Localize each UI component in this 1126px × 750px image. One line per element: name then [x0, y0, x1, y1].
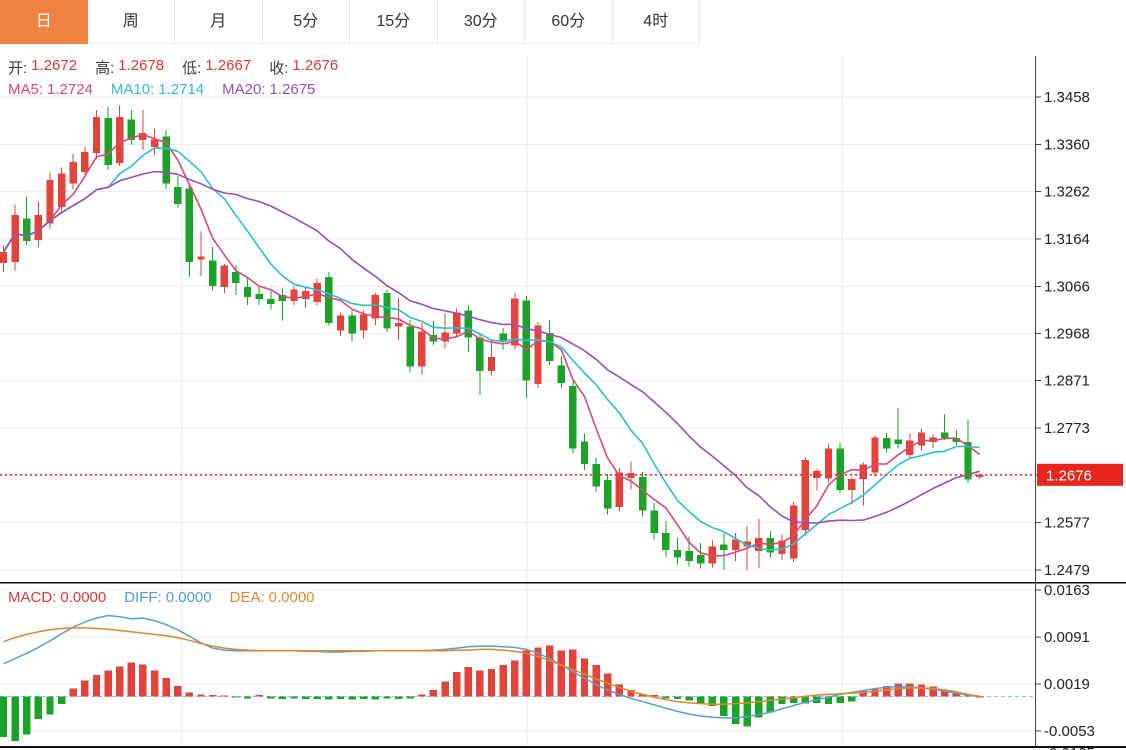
gridlines: [0, 56, 1035, 746]
axis-label: 1.3458: [1044, 89, 1090, 106]
axis-label: -0.0053: [1044, 723, 1095, 740]
dea-value: DEA: 0.0000: [229, 589, 315, 606]
axis-label-clipped: -0.0125: [1044, 745, 1095, 750]
axis-label: 1.3066: [1044, 278, 1090, 295]
tab-30min[interactable]: 30分: [437, 0, 525, 44]
ma10-line: [2, 147, 980, 551]
axis-label: 1.3164: [1044, 231, 1090, 248]
ma5-line: [2, 133, 981, 557]
macd-legend: MACD: 0.0000 DIFF: 0.0000 DEA: 0.0000: [8, 589, 315, 606]
macd-value: MACD: 0.0000: [8, 589, 107, 606]
ma10-value: MA10: 1.2714: [110, 81, 205, 98]
macd-pane: [0, 614, 1035, 741]
tab-5min[interactable]: 5分: [262, 0, 350, 44]
ma20-value: MA20: 1.2675: [222, 81, 316, 98]
last-price-tag-label: 1.2676: [1046, 467, 1092, 484]
tab-month[interactable]: 月: [175, 0, 263, 44]
k-pane: [0, 105, 1035, 571]
ma20-line: [2, 170, 980, 524]
axis-label: 1.2871: [1044, 373, 1090, 390]
low-value: 低: 1.2667: [182, 57, 252, 77]
open-value: 开: 1.2672: [8, 57, 78, 77]
tab-60min[interactable]: 60分: [525, 0, 613, 44]
close-value: 收: 1.2676: [269, 57, 339, 77]
axis-label: 1.2479: [1044, 562, 1090, 579]
ma-legend: MA5: 1.2724 MA10: 1.2714 MA20: 1.2675: [8, 81, 315, 98]
tab-4hour[interactable]: 4时: [612, 0, 700, 44]
last-price-tag: [1037, 463, 1123, 486]
axis-label: 0.0163: [1044, 582, 1090, 599]
ohlc-legend: 开: 1.2672 高: 1.2678 低: 1.2667 收: 1.2676: [8, 57, 338, 78]
timeframe-tabbar: 日 周 月 5分 15分 30分 60分 4时: [0, 0, 700, 44]
axis-label: 0.0091: [1044, 629, 1090, 646]
axis-label: 1.2773: [1044, 420, 1090, 437]
ma5-value: MA5: 1.2724: [8, 81, 93, 98]
tab-15min[interactable]: 15分: [350, 0, 438, 44]
axis-label: 1.3262: [1044, 184, 1090, 201]
tab-day[interactable]: 日: [0, 0, 88, 44]
axes: 1.3458 1.3360 1.3262 1.3164 1.3066 1.2968 1.28…: [0, 56, 1126, 750]
diff-line: [3, 614, 980, 719]
candlestick-macd-chart[interactable]: 1.3458 1.3360 1.3262 1.3164 1.3066 1.2968 1.28…: [0, 44, 1126, 750]
axis-label: 1.2968: [1044, 326, 1090, 343]
high-value: 高: 1.2678: [95, 57, 165, 77]
axis-label: 1.3360: [1044, 136, 1090, 153]
diff-value: DIFF: 0.0000: [124, 589, 212, 606]
dea-line: [3, 627, 980, 705]
axis-label: 1.2577: [1044, 515, 1090, 532]
tab-week[interactable]: 周: [87, 0, 175, 44]
axis-label: 0.0019: [1044, 676, 1090, 693]
